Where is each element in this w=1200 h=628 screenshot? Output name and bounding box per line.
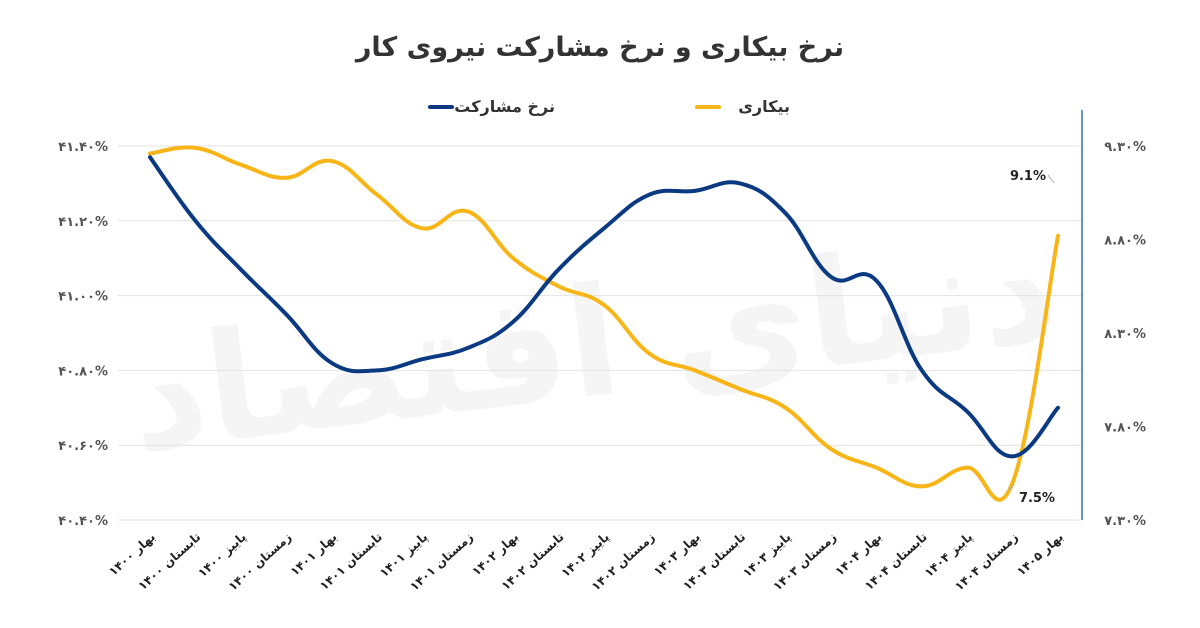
- watermark: دنیای اقتصاد: [120, 201, 1067, 487]
- left-tick-label: ۴۱.۴۰%: [58, 140, 108, 155]
- x-tick-label: بهار ۱۴۰۵: [1014, 530, 1066, 579]
- legend-label-unemployment: بیکاری: [738, 97, 790, 116]
- series-line-participation: [148, 155, 1060, 459]
- legend-label-participation: نرخ مشارکت: [454, 97, 555, 116]
- left-tick-label: ۴۱.۲۰%: [58, 215, 108, 230]
- right-tick-label: ۷.۸۰%: [1104, 421, 1146, 436]
- left-tick-label: ۴۰.۴۰%: [58, 514, 108, 529]
- data-labels: 9.1% 7.5%: [1007, 169, 1055, 506]
- series-line-unemployment: [148, 145, 1060, 502]
- left-tick-label: ۴۱.۰۰%: [58, 290, 108, 305]
- left-tick-label: ۴۰.۸۰%: [58, 364, 108, 379]
- right-tick-label: ۸.۳۰%: [1104, 327, 1146, 342]
- chart-title: نرخ بیکاری و نرخ مشارکت نیروی کار: [354, 32, 844, 63]
- series-lines: [148, 145, 1060, 502]
- right-tick-label: ۹.۳۰%: [1104, 140, 1146, 155]
- data-label-leader: [1047, 174, 1055, 184]
- data-label-leader: [1007, 484, 1015, 491]
- data-label: 7.5%: [1019, 491, 1055, 506]
- right-tick-label: ۸.۸۰%: [1104, 234, 1146, 249]
- left-tick-label: ۴۰.۶۰%: [58, 439, 108, 454]
- legend: نرخ مشارکت بیکاری: [428, 97, 790, 116]
- right-axis-ticks: ۷.۳۰% ۷.۸۰% ۸.۳۰% ۸.۸۰% ۹.۳۰%: [1104, 140, 1146, 529]
- data-label: 9.1%: [1010, 169, 1046, 184]
- gridlines: [118, 145, 1082, 521]
- left-axis-ticks: ۴۰.۴۰% ۴۰.۶۰% ۴۰.۸۰% ۴۱.۰۰% ۴۱.۲۰% ۴۱.۴۰%: [58, 140, 108, 529]
- right-tick-label: ۷.۳۰%: [1104, 514, 1146, 529]
